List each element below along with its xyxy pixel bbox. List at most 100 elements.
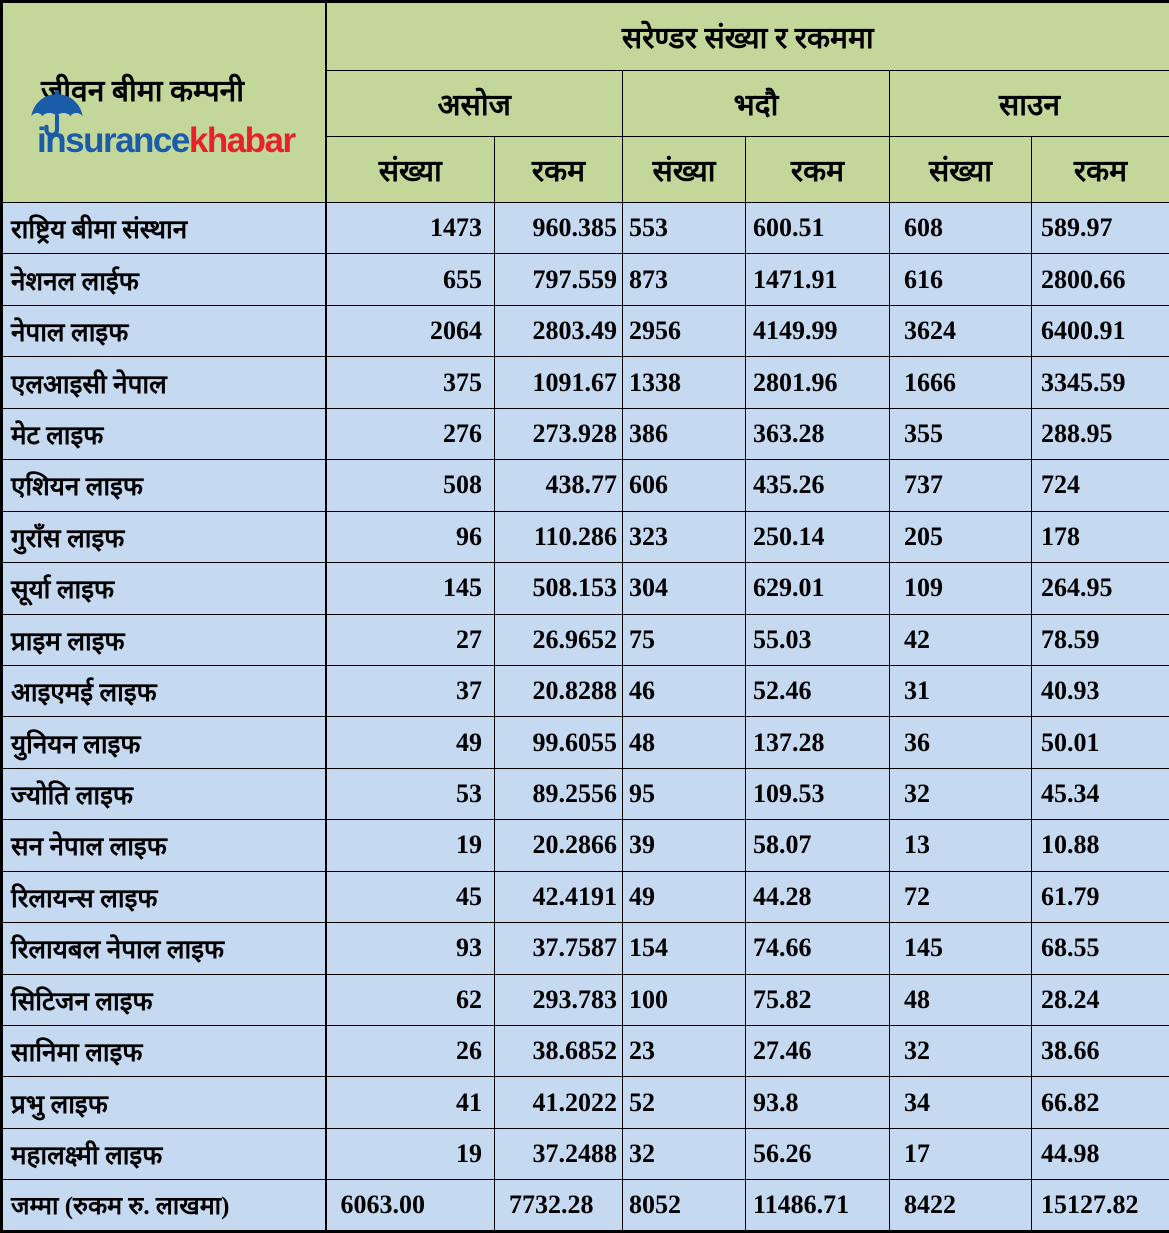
table-row: सिटिजन लाइफ 62 293.783 100 75.82 48 28.24 <box>1 973 1169 1027</box>
value-cell: 8052 <box>622 1179 746 1232</box>
company-cell: एशियन लाइफ <box>1 459 327 512</box>
value-cell: 74.66 <box>745 922 890 975</box>
value-cell: 17 <box>889 1127 1032 1181</box>
value-cell: 53 <box>325 767 495 821</box>
value-cell: 273.928 <box>494 407 623 461</box>
value-cell: 32 <box>889 767 1032 821</box>
value-cell: 15127.82 <box>1030 1179 1169 1232</box>
table-row: नेपाल लाइफ 2064 2803.49 2956 4149.99 3624 6400… <box>1 304 1169 358</box>
value-cell: 2803.49 <box>494 304 623 358</box>
table-row: गुराँस लाइफ 96 110.286 323 250.14 205 178 <box>1 510 1169 564</box>
value-cell: 154 <box>622 922 746 975</box>
value-cell: 355 <box>889 407 1032 461</box>
value-cell: 23 <box>622 1024 746 1078</box>
value-cell: 629.01 <box>745 562 890 615</box>
value-cell: 19 <box>325 819 495 872</box>
value-cell: 56.26 <box>745 1127 890 1181</box>
company-cell: ज्योति लाइफ <box>1 767 327 821</box>
value-cell: 75 <box>622 613 746 666</box>
value-cell: 93 <box>325 922 495 975</box>
value-cell: 45.34 <box>1030 767 1169 821</box>
value-cell: 438.77 <box>494 459 623 512</box>
value-cell: 99.6055 <box>494 716 623 769</box>
value-cell: 48 <box>889 973 1032 1027</box>
value-cell: 32 <box>889 1024 1032 1078</box>
sub-header-count: संख्या <box>325 136 495 203</box>
value-cell: 386 <box>622 407 746 461</box>
value-cell: 49 <box>622 870 746 924</box>
value-cell: 109 <box>889 562 1032 615</box>
value-cell: 58.07 <box>745 819 890 872</box>
brand-text-khabar: khabar <box>188 121 296 161</box>
value-cell: 75.82 <box>745 973 890 1027</box>
value-cell: 589.97 <box>1030 201 1169 255</box>
value-cell: 11486.71 <box>745 1179 890 1232</box>
company-cell: राष्ट्रिय बीमा संस्थान <box>1 201 327 255</box>
value-cell: 44.28 <box>745 870 890 924</box>
sub-header-count: संख्या <box>889 136 1032 203</box>
company-cell: सिटिजन लाइफ <box>1 973 327 1027</box>
value-cell: 93.8 <box>745 1076 890 1129</box>
table-row: युनियन लाइफ 49 99.6055 48 137.28 36 50.01 <box>1 716 1169 769</box>
value-cell: 724 <box>1030 459 1169 512</box>
value-cell: 55.03 <box>745 613 890 666</box>
value-cell: 40.93 <box>1030 664 1169 718</box>
value-cell: 49 <box>325 716 495 769</box>
value-cell: 100 <box>622 973 746 1027</box>
table-row: प्राइम लाइफ 27 26.9652 75 55.03 42 78.59 <box>1 613 1169 666</box>
value-cell: 1666 <box>889 356 1032 409</box>
value-cell: 37.7587 <box>494 922 623 975</box>
value-cell: 2956 <box>622 304 746 358</box>
value-cell: 37 <box>325 664 495 718</box>
company-cell: मेट लाइफ <box>1 407 327 461</box>
value-cell: 7732.28 <box>494 1179 623 1232</box>
company-cell: एलआइसी नेपाल <box>1 356 327 409</box>
value-cell: 655 <box>325 253 495 306</box>
value-cell: 31 <box>889 664 1032 718</box>
value-cell: 1471.91 <box>745 253 890 306</box>
value-cell: 36 <box>889 716 1032 769</box>
month-header-bhadau: भदौ <box>622 70 890 137</box>
value-cell: 435.26 <box>745 459 890 512</box>
value-cell: 10.88 <box>1030 819 1169 872</box>
table-row: एशियन लाइफ 508 438.77 606 435.26 737 724 <box>1 459 1169 512</box>
value-cell: 20.8288 <box>494 664 623 718</box>
value-cell: 50.01 <box>1030 716 1169 769</box>
company-cell: प्रभु लाइफ <box>1 1076 327 1129</box>
company-cell: नेपाल लाइफ <box>1 304 327 358</box>
table-title: सरेण्डर संख्या र रकममा <box>324 1 1169 71</box>
table-row: आइएमई लाइफ 37 20.8288 46 52.46 31 40.93 <box>1 664 1169 718</box>
insurancekhabar-logo: insurance khabar <box>25 90 324 161</box>
value-cell: 42 <box>889 613 1032 666</box>
value-cell: 38.6852 <box>494 1024 623 1078</box>
value-cell: 6400.91 <box>1030 304 1169 358</box>
month-header-asoj: असोज <box>325 70 623 137</box>
company-cell: युनियन लाइफ <box>1 716 327 769</box>
value-cell: 61.79 <box>1030 870 1169 924</box>
value-cell: 32 <box>622 1127 746 1181</box>
value-cell: 95 <box>622 767 746 821</box>
company-cell: गुराँस लाइफ <box>1 510 327 564</box>
company-cell: रिलायबल नेपाल लाइफ <box>1 922 327 975</box>
value-cell: 797.559 <box>494 253 623 306</box>
brand-text-insurance: insurance <box>37 121 190 161</box>
month-header-row: असोज भदौ साउन <box>2 70 1169 137</box>
value-cell: 68.55 <box>1030 922 1169 975</box>
table-row: महालक्ष्मी लाइफ 19 37.2488 32 56.26 17 44.98 <box>1 1127 1169 1181</box>
sub-header-amount: रकम <box>745 136 890 203</box>
value-cell: 616 <box>889 253 1032 306</box>
value-cell: 873 <box>622 253 746 306</box>
value-cell: 606 <box>622 459 746 512</box>
value-cell: 66.82 <box>1030 1076 1169 1129</box>
table-row: रिलायबल नेपाल लाइफ 93 37.7587 154 74.66 145 68… <box>1 922 1169 975</box>
table-row: रिलायन्स लाइफ 45 42.4191 49 44.28 72 61.79 <box>1 870 1169 924</box>
value-cell: 375 <box>325 356 495 409</box>
sub-header-amount: रकम <box>494 136 623 203</box>
table-row: सूर्या लाइफ 145 508.153 304 629.01 109 264.95 <box>1 562 1169 615</box>
value-cell: 137.28 <box>745 716 890 769</box>
value-cell: 52.46 <box>745 664 890 718</box>
value-cell: 4149.99 <box>745 304 890 358</box>
value-cell: 27.46 <box>745 1024 890 1078</box>
table-row: मेट लाइफ 276 273.928 386 363.28 355 288.95 <box>1 407 1169 461</box>
